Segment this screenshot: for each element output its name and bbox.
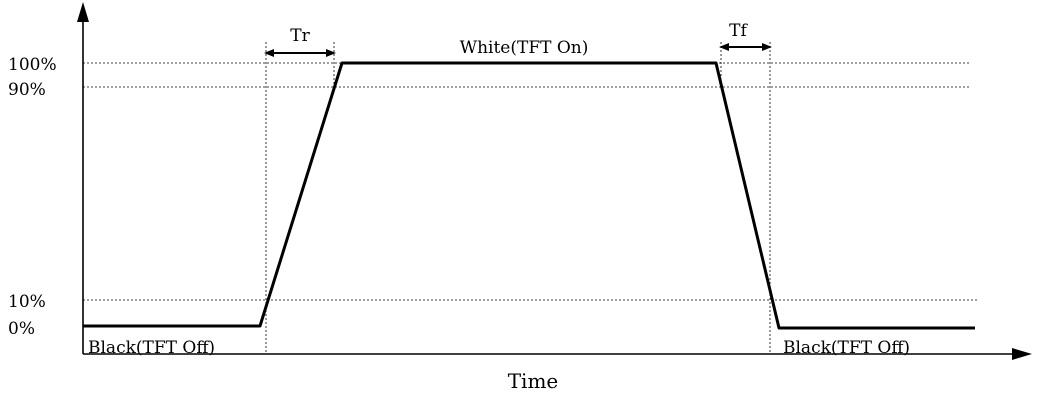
- black-state-label-left: Black(TFT Off): [88, 338, 215, 358]
- y-axis-arrow-icon: [77, 2, 89, 22]
- tick-label-0: 0%: [8, 319, 35, 339]
- tick-label-100: 100%: [8, 55, 57, 75]
- tick-label-10: 10%: [8, 292, 46, 312]
- optical-response-waveform: [83, 61, 975, 330]
- x-axis-label: Time: [508, 369, 559, 393]
- fall-time-label: Tf: [729, 21, 748, 41]
- black-state-label-right: Black(TFT Off): [783, 338, 910, 358]
- tick-label-90: 90%: [8, 80, 46, 100]
- x-axis-arrow-icon: [1012, 348, 1032, 360]
- rise-time-label: Tr: [290, 26, 310, 46]
- white-state-label: White(TFT On): [460, 38, 589, 58]
